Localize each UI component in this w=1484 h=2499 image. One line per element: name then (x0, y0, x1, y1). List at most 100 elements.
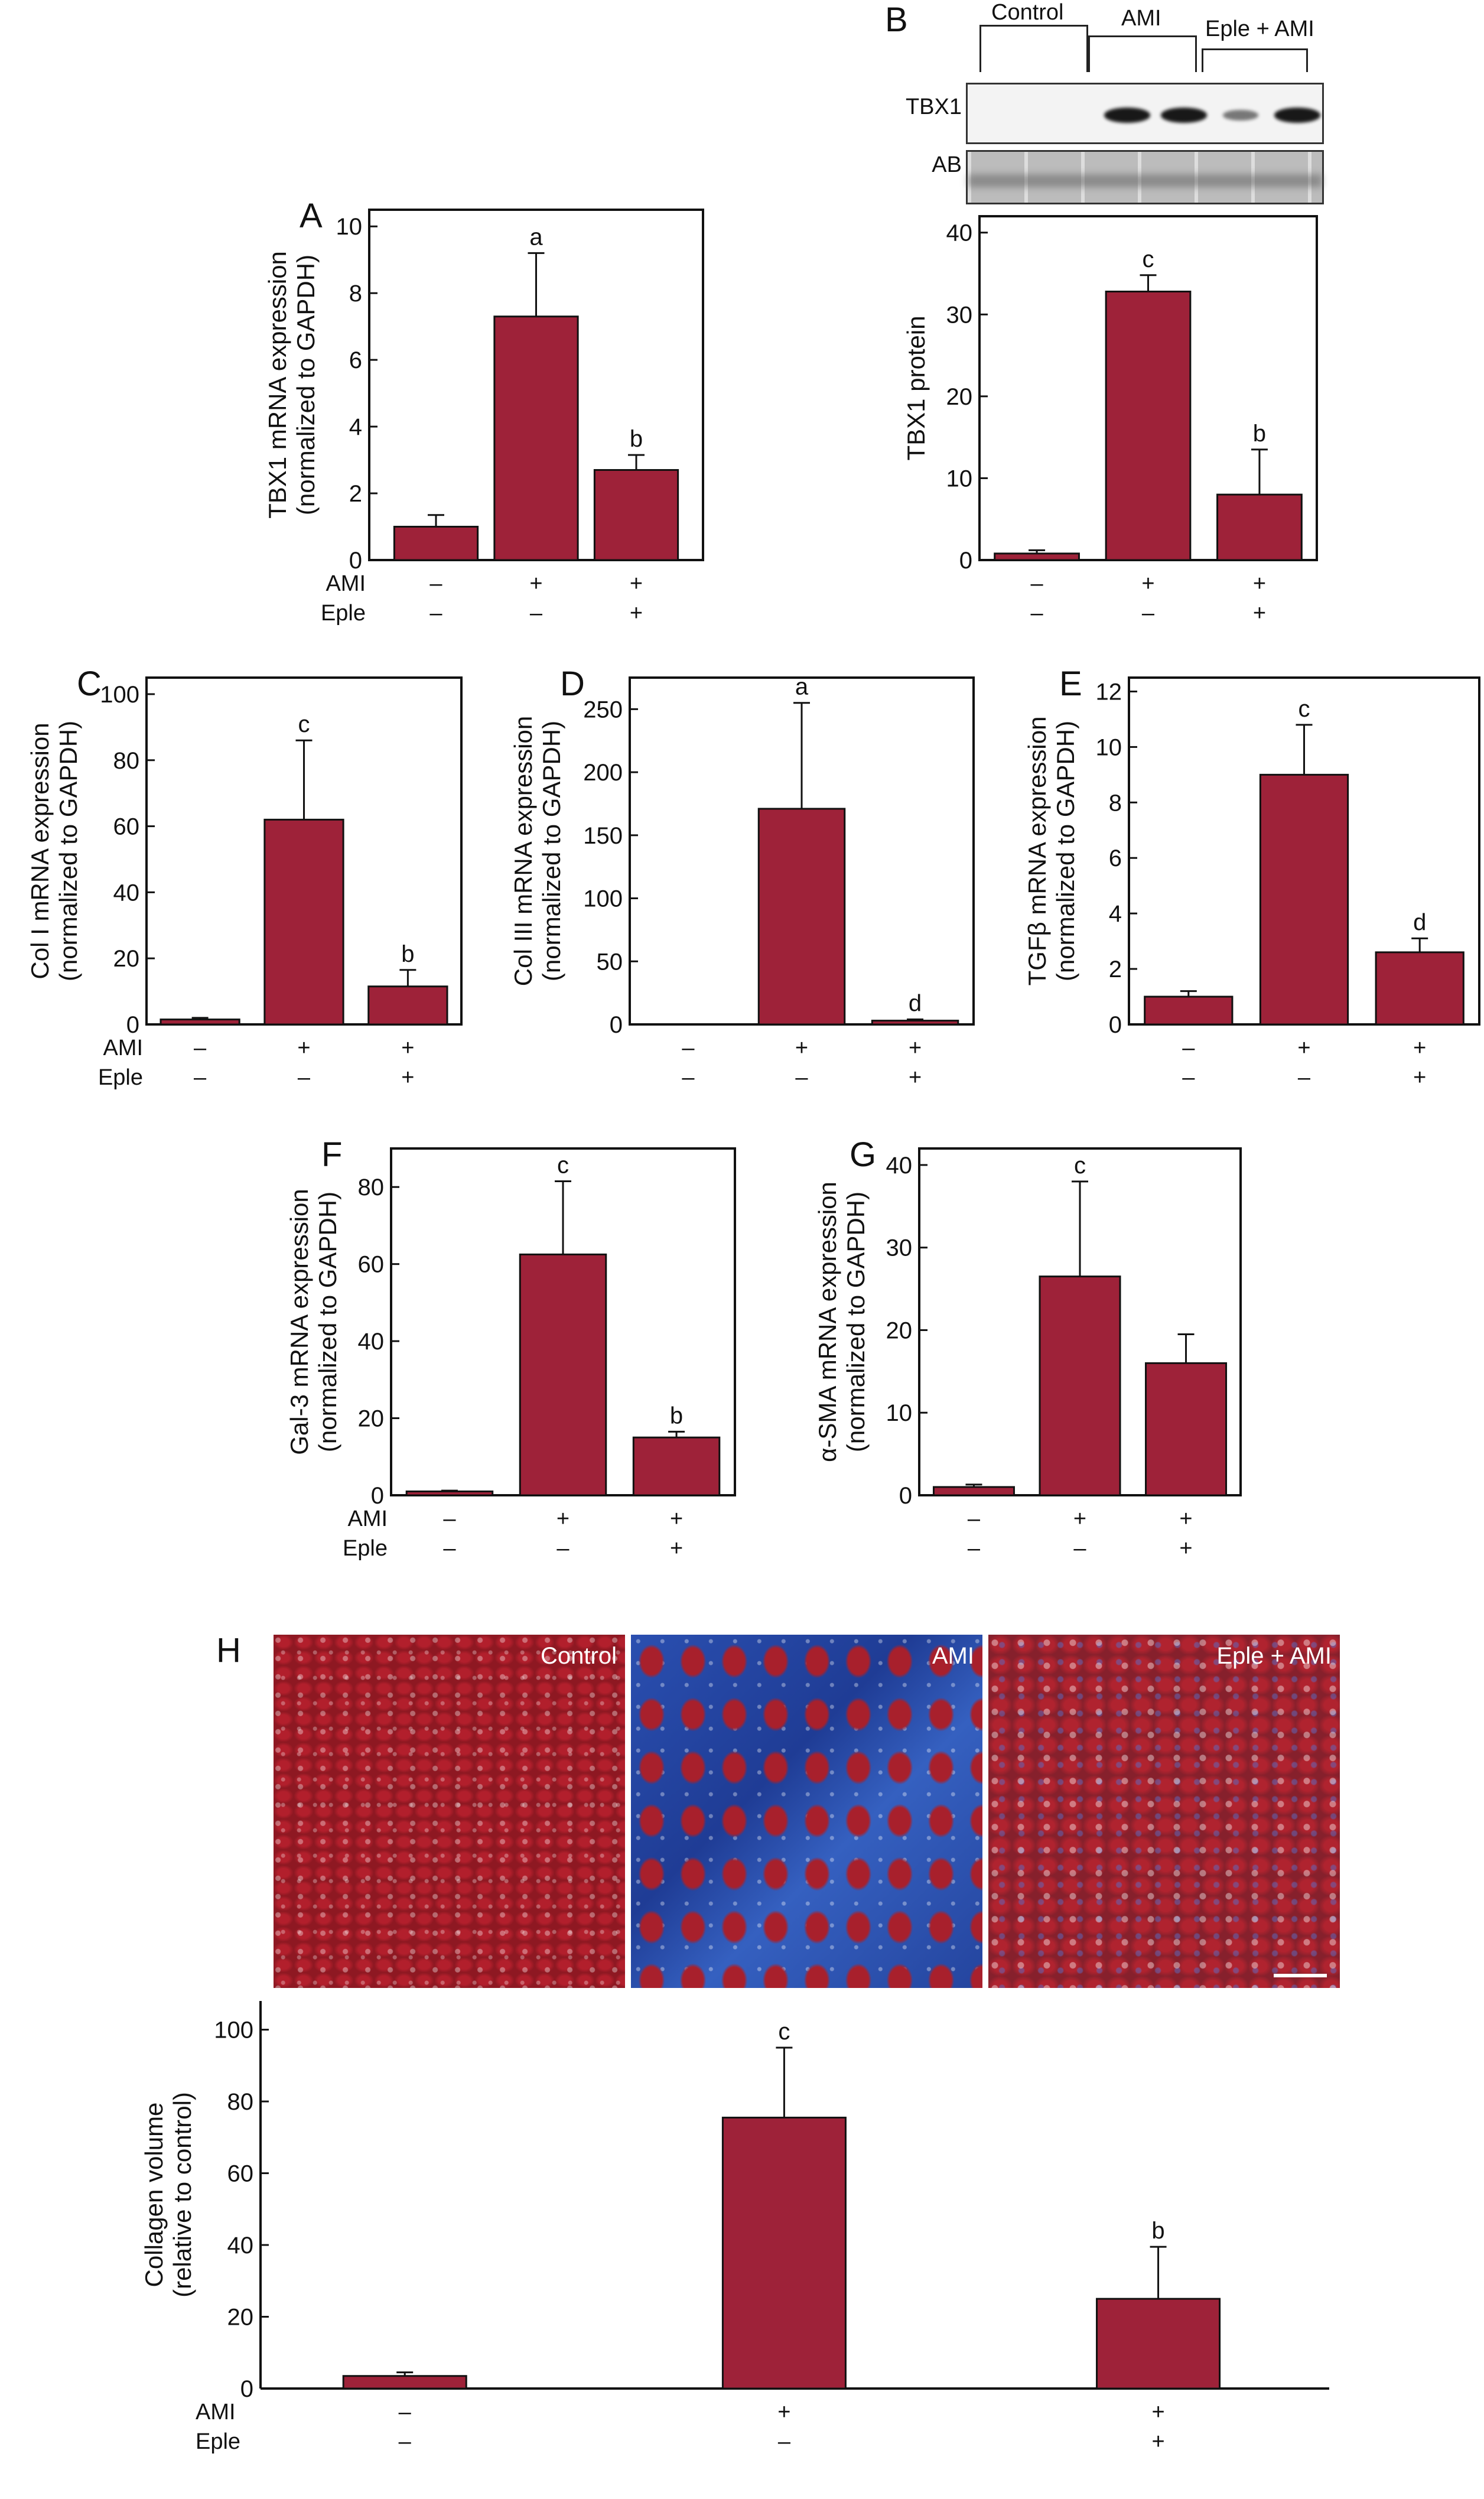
histology-image-eple-ami: Eple + AMI (988, 1635, 1340, 1988)
y-tick-label: 30 (886, 1235, 913, 1261)
chart-panel-d: D 0 50 100 150 200 250 Col III mRNA expression(… (509, 665, 975, 1090)
y-tick-label: 100 (583, 886, 623, 912)
y-tick-label: 8 (1109, 790, 1122, 816)
y-axis-title: Collagen volume (140, 2103, 168, 2288)
y-axis-title: (normalized to GAPDH) (292, 255, 320, 515)
panel-letter-h: H (216, 1631, 241, 1670)
chart-panel-g: G 0 10 20 30 40 α-SMA mRNA expression (normaliz… (813, 1135, 1242, 1561)
chart-panel-a: A 0 2 4 6 8 10 TBX1 mRNA expression (normalized … (263, 197, 704, 626)
histology-label-eple-ami: Eple + AMI (1216, 1643, 1332, 1669)
condition-mark: – (1073, 1536, 1086, 1561)
y-tick-label: 40 (113, 880, 140, 906)
y-axis-title: TBX1 protein (902, 315, 930, 460)
condition-mark: – (682, 1036, 695, 1060)
y-tick-label: 80 (113, 748, 140, 774)
condition-mark: – (429, 601, 442, 626)
significance-letter: c (298, 711, 310, 737)
significance-letter: b (1151, 2218, 1164, 2244)
y-tick-label: 12 (1096, 679, 1122, 705)
y-tick-label: 20 (358, 1406, 385, 1432)
histology-image-control: Control (274, 1635, 625, 1988)
condition-mark: + (1413, 1065, 1426, 1090)
tbx1-band (1160, 108, 1208, 123)
bar (519, 1253, 607, 1496)
y-axis-title: Col III mRNA expression (509, 716, 537, 987)
bar (405, 1490, 494, 1496)
chart-panel-f: F 0 20 40 60 80 Gal-3 mRNA expression (normaliz… (285, 1135, 736, 1561)
bar (1375, 951, 1465, 1026)
bar (1039, 1275, 1121, 1496)
y-axis-title: TBX1 mRNA expression (263, 251, 291, 519)
condition-label: AMI (103, 1036, 143, 1060)
condition-mark: + (670, 1506, 683, 1531)
panel-letter: A (300, 197, 323, 235)
tbx1-band (1274, 108, 1321, 123)
y-tick-label: 0 (610, 1012, 623, 1038)
condition-mark: + (1179, 1506, 1192, 1531)
y-tick-label: 0 (240, 2376, 253, 2402)
bar (263, 818, 344, 1026)
group-label-control: Control (991, 0, 1064, 25)
condition-label: Eple (98, 1065, 143, 1090)
condition-mark: – (1298, 1065, 1311, 1090)
condition-mark: – (1030, 601, 1043, 626)
y-axis-title: Col I mRNA expression (26, 723, 54, 979)
bar (1144, 995, 1234, 1026)
condition-mark: – (298, 1065, 311, 1090)
histology-image-ami: AMI (631, 1635, 982, 1988)
y-tick-label: 80 (227, 2089, 254, 2115)
condition-mark: + (1413, 1036, 1426, 1060)
condition-mark: – (556, 1536, 569, 1561)
condition-label: Eple (321, 601, 366, 626)
bar (1105, 290, 1192, 561)
y-tick-label: 50 (597, 949, 623, 975)
y-axis-title: TGFβ mRNA expression (1023, 717, 1051, 986)
y-axis-title: (relative to control) (168, 2092, 196, 2298)
bar (1096, 2298, 1221, 2390)
condition-mark: + (1151, 2400, 1164, 2425)
tbx1-band (1223, 110, 1258, 121)
chart-panel-e: E 0 2 4 6 8 10 12 TGFβ mRNA expression (normalize… (1023, 665, 1480, 1090)
significance-letter: b (670, 1403, 683, 1429)
panel-letter: C (77, 665, 102, 703)
bar (932, 1486, 1015, 1496)
group-label-eple-ami: Eple + AMI (1205, 17, 1314, 41)
bracket-eple-ami (1202, 48, 1308, 72)
panel-letter: E (1059, 665, 1082, 703)
condition-mark: – (194, 1065, 207, 1090)
y-tick-label: 2 (1109, 956, 1122, 982)
y-tick-label: 60 (358, 1252, 385, 1278)
condition-mark: + (401, 1065, 414, 1090)
y-tick-label: 2 (349, 481, 362, 507)
y-tick-label: 200 (583, 760, 623, 786)
y-tick-label: 6 (1109, 845, 1122, 871)
condition-mark: + (795, 1036, 808, 1060)
y-tick-label: 60 (113, 814, 140, 840)
y-tick-label: 80 (358, 1174, 385, 1200)
condition-mark: + (1141, 571, 1154, 596)
significance-letter: c (1074, 1153, 1086, 1179)
condition-mark: + (777, 2400, 790, 2425)
chart-panel-h: 0 20 40 60 80 100 Collagen volume (relative to … (140, 2001, 1329, 2454)
bar (1216, 493, 1303, 561)
condition-mark: + (909, 1036, 922, 1060)
significance-letter: c (1298, 696, 1310, 722)
y-tick-label: 250 (583, 697, 623, 723)
y-tick-label: 100 (214, 2018, 253, 2044)
condition-mark: – (968, 1536, 981, 1561)
blot-row-label-ab: AB (932, 152, 962, 177)
y-tick-label: 0 (899, 1483, 912, 1509)
bracket-ami (1088, 35, 1197, 72)
condition-mark: – (1142, 601, 1155, 626)
significance-letter: b (1253, 421, 1266, 447)
condition-mark: – (795, 1065, 808, 1090)
bar (757, 808, 846, 1026)
condition-mark: – (399, 2429, 412, 2454)
significance-letter: c (1143, 246, 1154, 272)
bar (994, 552, 1080, 561)
y-tick-label: 20 (886, 1317, 913, 1343)
y-tick-label: 4 (1109, 901, 1122, 927)
bar (721, 2116, 847, 2390)
condition-mark: + (630, 571, 643, 596)
